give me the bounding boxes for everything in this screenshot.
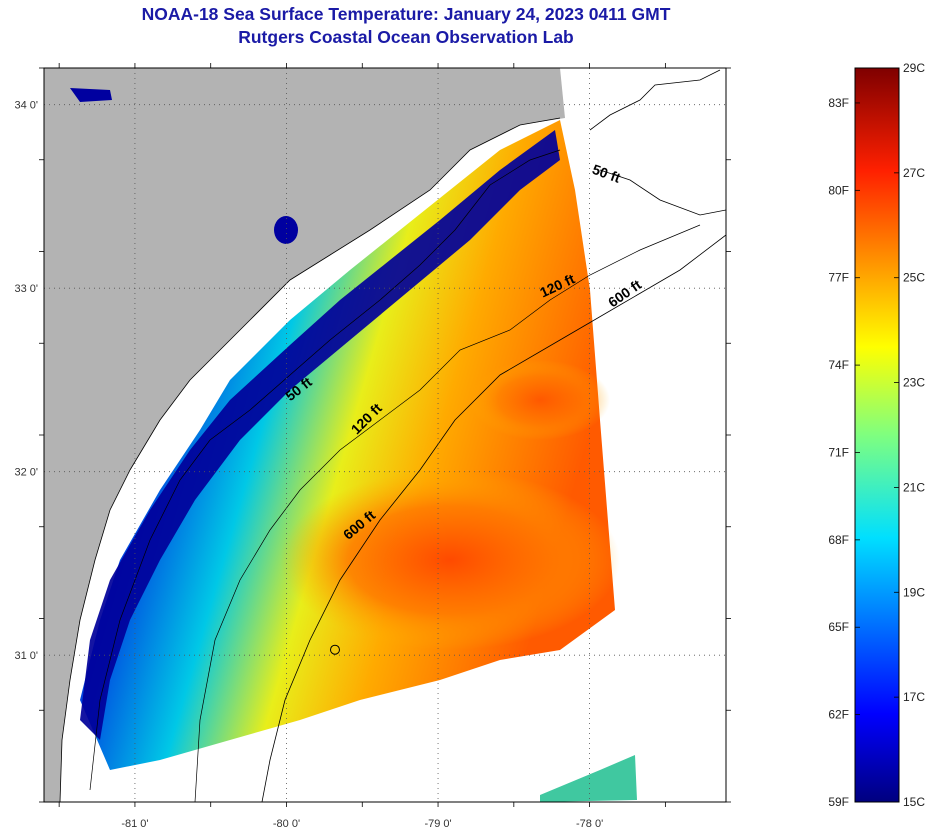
cold-shelf-water [80, 130, 560, 740]
fahrenheit-label: 77F [828, 271, 849, 285]
map-subtitle: Rutgers Coastal Ocean Observation Lab [238, 27, 574, 47]
celsius-label: 17C [903, 690, 925, 704]
lon-tick-label: -80 0' [273, 818, 300, 830]
colorbar-gradient [854, 67, 900, 803]
colorbar-labels: 29C 27C 25C 23C 21C 19C 17C 15C 83F 80F 77F 74F 71F 6… [828, 61, 925, 809]
map-border [43, 67, 727, 803]
fahrenheit-label: 80F [828, 183, 849, 197]
coastline [59, 117, 561, 802]
lon-tick-label: -81 0' [121, 818, 148, 830]
contour-600ft [261, 234, 726, 802]
map-title: NOAA-18 Sea Surface Temperature: January… [141, 4, 671, 24]
lake-marion [274, 216, 298, 244]
warm-eddy [280, 470, 620, 650]
celsius-label: 21C [903, 480, 925, 494]
fahrenheit-label: 71F [828, 445, 849, 459]
celsius-label: 29C [903, 61, 925, 75]
lat-tick-label: 32 0' [14, 467, 38, 479]
inland-water [70, 88, 112, 102]
fahrenheit-label: 62F [828, 708, 849, 722]
axis-ticks: 34 0' 33 0' 32 0' 31 0' -81 0' -80 0' -79 0' -7… [14, 63, 731, 830]
celsius-label: 23C [903, 376, 925, 390]
fahrenheit-label: 83F [828, 96, 849, 110]
lat-lon-grid [44, 68, 726, 802]
fahrenheit-label: 68F [828, 533, 849, 547]
contour-50ft [89, 149, 561, 791]
fahrenheit-label: 65F [828, 620, 849, 634]
celsius-label: 15C [903, 795, 925, 809]
celsius-label: 27C [903, 166, 925, 180]
lat-tick-label: 33 0' [14, 283, 38, 295]
fahrenheit-label: 74F [828, 358, 849, 372]
contour-120ft [194, 224, 701, 802]
station-marker-layer [329, 644, 340, 655]
station-marker[interactable] [329, 644, 340, 655]
lon-tick-label: -79 0' [424, 818, 451, 830]
land-mass [44, 68, 565, 802]
celsius-label: 19C [903, 585, 925, 599]
sst-swath-south [540, 755, 637, 802]
northeast-shore [589, 69, 726, 216]
lon-tick-label: -78 0' [576, 818, 603, 830]
lat-tick-label: 31 0' [14, 650, 38, 662]
lat-tick-label: 34 0' [14, 100, 38, 112]
warm-eddy-north [470, 360, 610, 440]
fahrenheit-label: 59F [828, 795, 849, 809]
celsius-label: 25C [903, 271, 925, 285]
